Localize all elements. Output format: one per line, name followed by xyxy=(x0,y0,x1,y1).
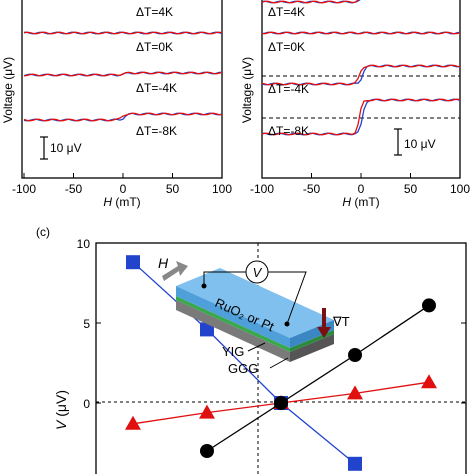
xtick-label: 50 xyxy=(166,182,180,196)
device-inset: V RuO₂ or Pt H ∇T YIG GGG xyxy=(158,255,350,376)
panel-b-scalebar-label: 10 μV xyxy=(404,137,436,151)
data-point-circle xyxy=(200,444,214,458)
ggg-side xyxy=(290,334,334,362)
ggg-label: GGG xyxy=(228,361,258,376)
panel-a-frame xyxy=(21,0,223,179)
data-point-triangle xyxy=(421,374,437,389)
yig-layer xyxy=(176,296,290,352)
trace-red xyxy=(261,0,359,4)
data-point-circle xyxy=(348,348,362,362)
yig-label: YIG xyxy=(222,344,244,359)
panel-b: Voltage (μV) ΔT=4K ΔT=0K ΔT=-4K ΔT=-8K -100… xyxy=(240,0,470,209)
data-point-square xyxy=(348,456,362,471)
data-point-triangle xyxy=(347,385,363,400)
series-line-square xyxy=(132,261,356,465)
trace-label: ΔT=4K xyxy=(268,5,305,19)
panel-b-xtick-labels: -100 -50 0 50 100 xyxy=(250,173,470,196)
trace-red xyxy=(261,31,461,35)
trace-red xyxy=(261,98,461,136)
film-top xyxy=(176,268,334,338)
trace-red xyxy=(261,64,461,86)
wire-right xyxy=(268,271,307,325)
data-point-circle xyxy=(274,396,288,410)
trace-label: ΔT=4K xyxy=(136,5,173,19)
panel-c-label: (c) xyxy=(36,225,50,239)
gradient-arrow-icon xyxy=(317,327,331,338)
ggg-substrate xyxy=(176,300,290,362)
ytick-label: 10 xyxy=(77,237,91,251)
panel-b-traces: ΔT=4K ΔT=0K ΔT=-4K ΔT=-8K xyxy=(261,0,461,138)
data-point-circle xyxy=(422,298,436,313)
data-point-triangle xyxy=(199,404,215,419)
panel-a-xtick-labels: -100 -50 0 50 100 xyxy=(12,173,232,196)
xtick-label: -50 xyxy=(303,182,321,196)
trace-red xyxy=(23,31,223,35)
voltmeter-label: V xyxy=(253,265,263,280)
data-point-triangle xyxy=(125,415,141,430)
panel-a-ylabel: Voltage (μV) xyxy=(1,57,15,123)
ytick-label: 5 xyxy=(83,317,90,331)
trace-label: ΔT=0K xyxy=(136,40,173,54)
xtick-label: 50 xyxy=(404,182,418,196)
data-point-square xyxy=(126,255,140,270)
panel-b-xlabel: H (mT) xyxy=(342,195,379,209)
trace-label: ΔT=-8K xyxy=(268,124,309,138)
wire-left xyxy=(203,271,246,286)
panel-a-scalebar: 10 μV xyxy=(40,136,82,160)
data-point-square xyxy=(200,322,214,337)
trace-label: ΔT=-4K xyxy=(136,81,177,95)
trace-red xyxy=(23,112,223,122)
ggg-pointer xyxy=(269,357,289,369)
trace-label: ΔT=-8K xyxy=(136,124,177,138)
field-arrow-icon xyxy=(162,261,188,281)
panel-c-ylabel: V (μV) xyxy=(53,390,69,430)
xtick-label: 0 xyxy=(120,182,127,196)
ytick-label: 0 xyxy=(83,397,90,411)
film-front xyxy=(176,286,290,348)
gradient-arrow-shaft xyxy=(322,308,326,328)
xtick-label: 100 xyxy=(450,182,470,196)
xtick-label: 100 xyxy=(212,182,232,196)
trace-red xyxy=(23,71,223,77)
panel-c-series xyxy=(125,255,437,471)
xtick-label: -100 xyxy=(250,182,274,196)
series-line-circle xyxy=(206,304,430,452)
field-label: H xyxy=(158,255,169,271)
gradient-label: ∇T xyxy=(332,314,350,329)
panel-a: Voltage (μV) ΔT=4K ΔT=0K ΔT=-4K ΔT=-8K -100… xyxy=(1,0,232,209)
yig-pointer xyxy=(247,342,266,352)
xtick-label: -50 xyxy=(65,182,83,196)
xtick-label: 0 xyxy=(358,182,365,196)
panel-a-traces: ΔT=4K ΔT=0K ΔT=-4K ΔT=-8K xyxy=(23,5,223,138)
panel-a-scalebar-label: 10 μV xyxy=(50,141,82,155)
trace-label: ΔT=0K xyxy=(268,40,305,54)
panel-a-xlabel: H (mT) xyxy=(103,195,140,209)
xtick-label: -100 xyxy=(12,182,36,196)
panel-b-ylabel: Voltage (μV) xyxy=(240,57,254,123)
panel-b-scalebar: 10 μV xyxy=(394,128,436,156)
trace-label: ΔT=-4K xyxy=(268,82,309,96)
panel-c-frame xyxy=(95,242,467,474)
voltmeter-icon xyxy=(245,260,269,284)
